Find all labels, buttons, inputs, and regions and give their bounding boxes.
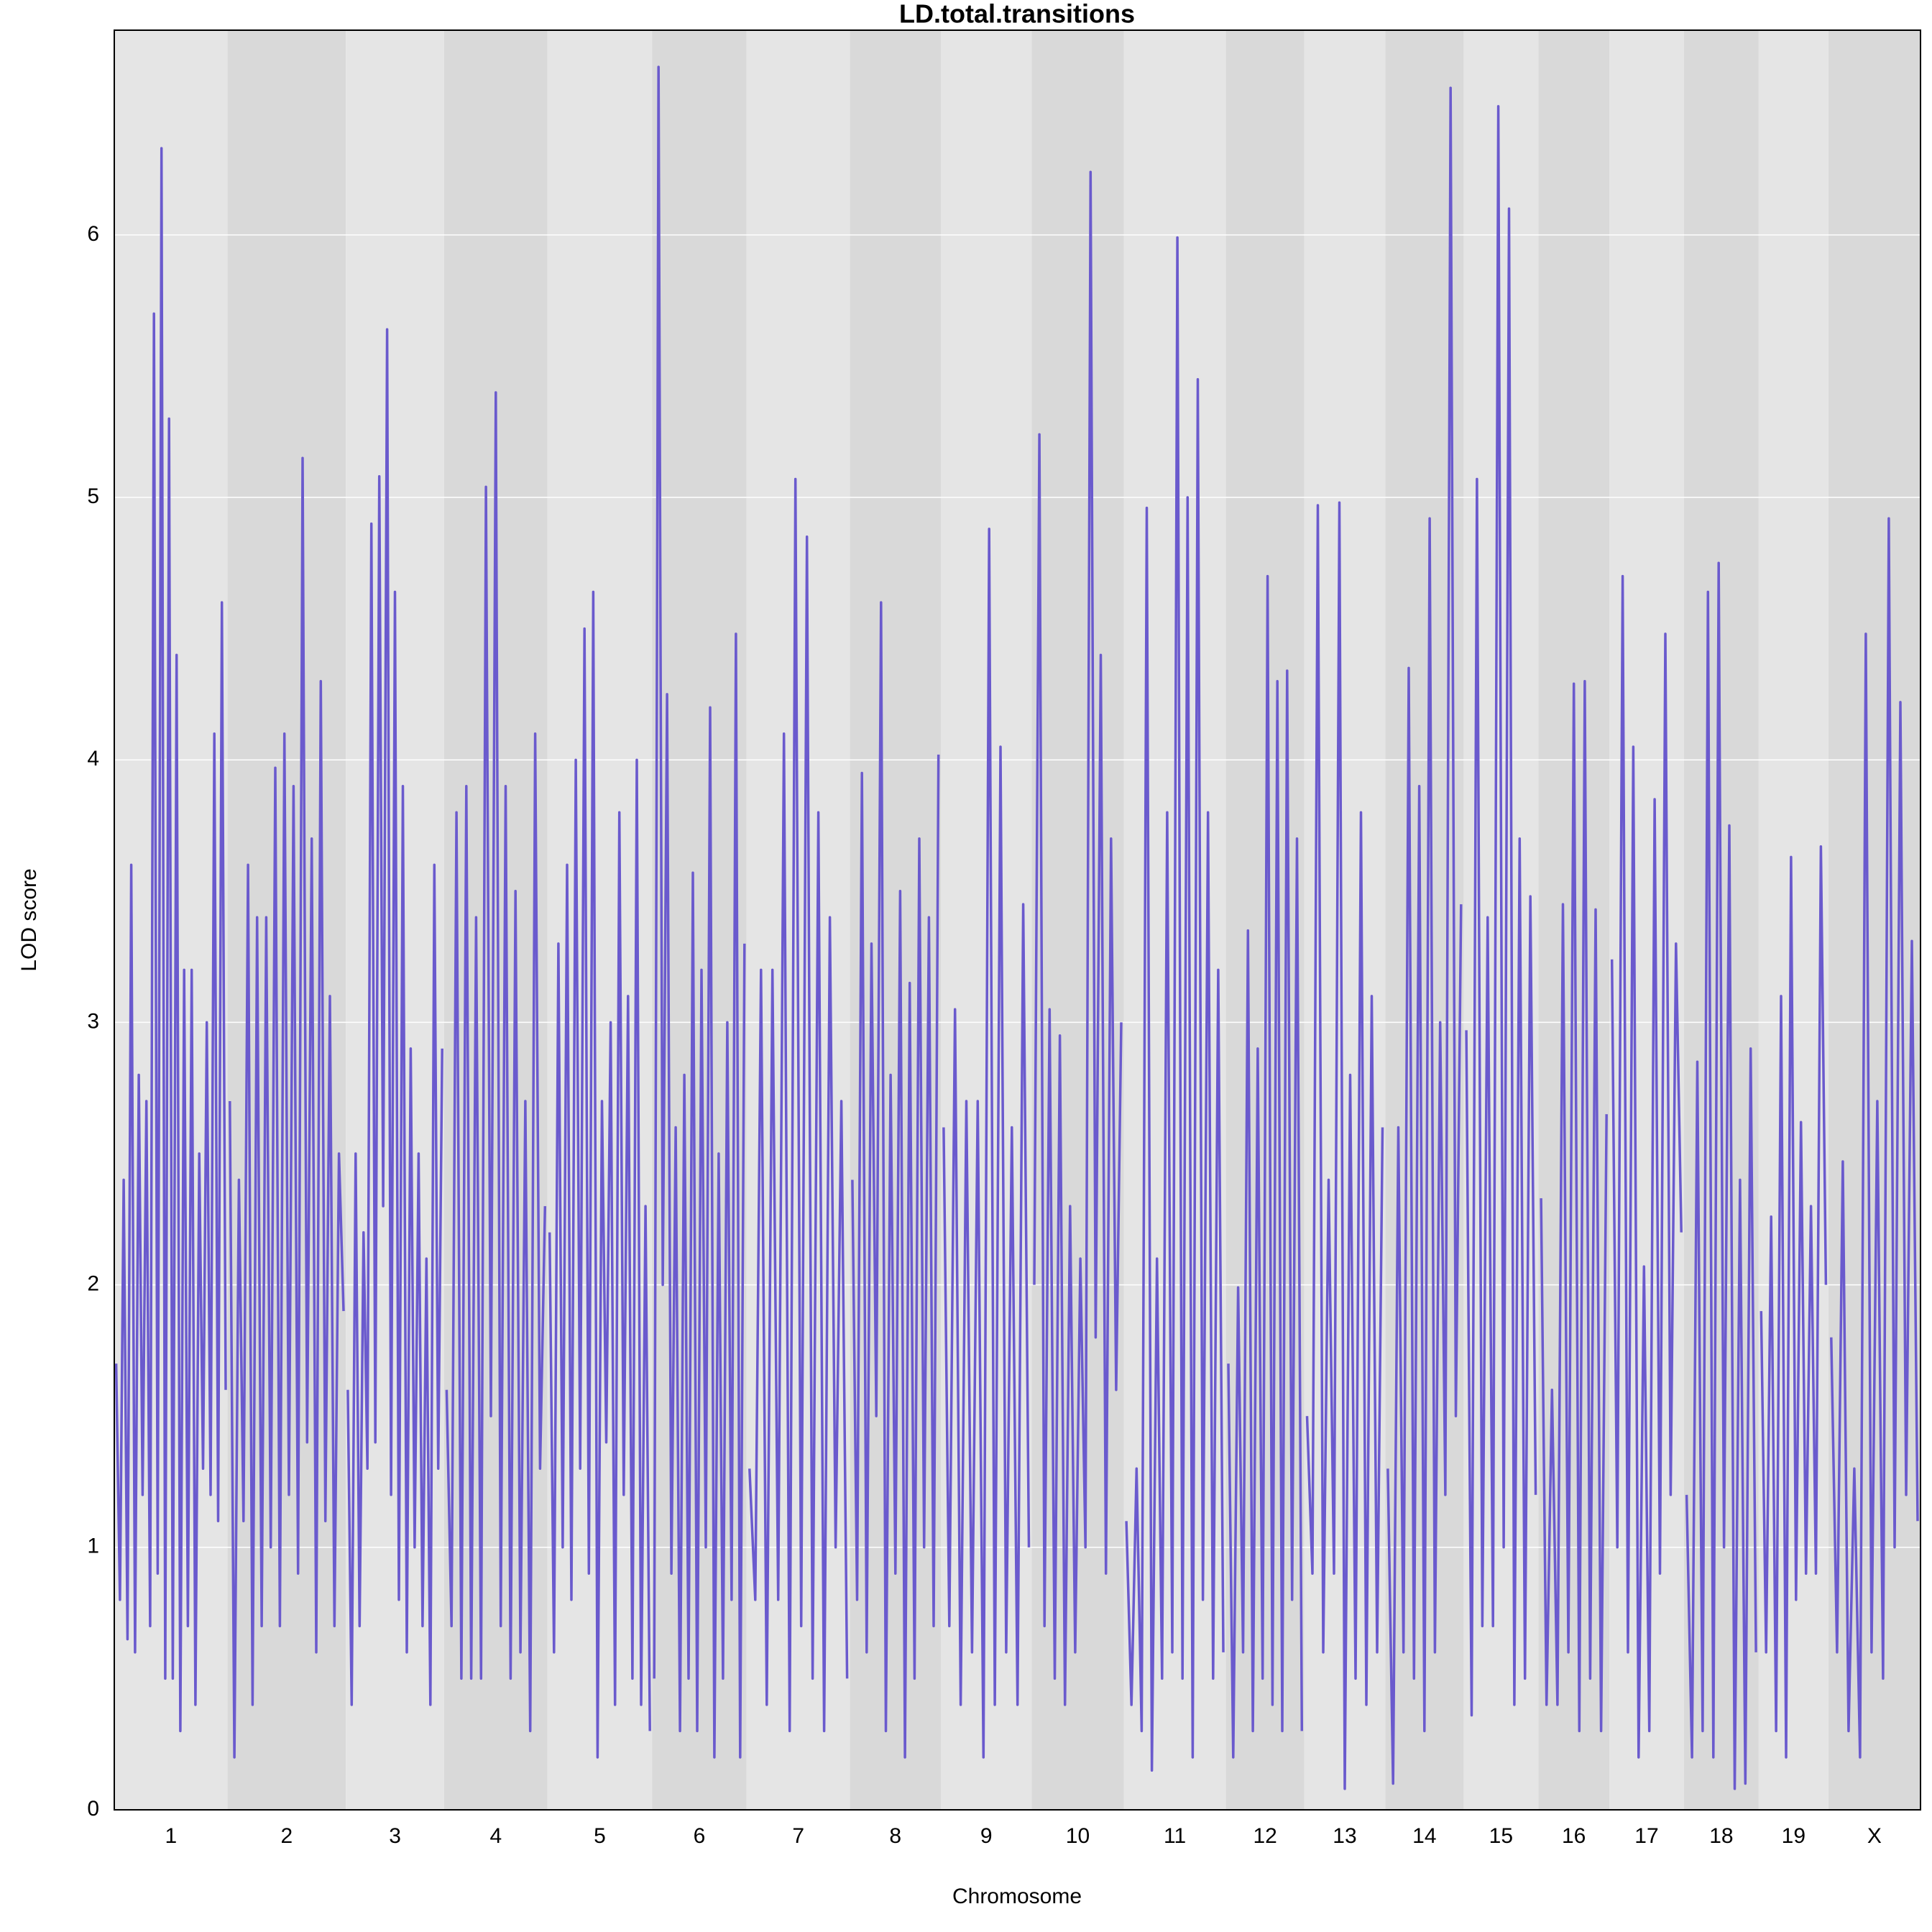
lod-line — [548, 590, 651, 1759]
lod-line — [942, 528, 1031, 1759]
x-tick-label: 10 — [1066, 1824, 1090, 1848]
chart-title: LD.total.transitions — [899, 0, 1135, 29]
lod-line — [229, 456, 345, 1759]
x-tick-label: 17 — [1634, 1824, 1658, 1848]
x-tick-label: 1 — [165, 1824, 177, 1848]
lod-line — [1760, 845, 1828, 1759]
x-tick-label: 12 — [1253, 1824, 1276, 1848]
y-tick-label: 3 — [87, 1009, 99, 1033]
x-tick-label: 9 — [980, 1824, 993, 1848]
lod-line — [1685, 561, 1757, 1790]
x-tick-label: 16 — [1562, 1824, 1586, 1848]
x-tick-label: 2 — [281, 1824, 293, 1848]
lod-line — [1386, 86, 1463, 1785]
x-tick-label: 11 — [1164, 1824, 1186, 1848]
lod-line — [653, 65, 746, 1759]
x-tick-label: 18 — [1709, 1824, 1733, 1848]
plot-frame — [114, 29, 1921, 1811]
lod-line — [851, 601, 940, 1759]
lod-line — [1610, 574, 1683, 1759]
lod-line — [114, 147, 227, 1733]
lod-line — [1227, 574, 1304, 1759]
x-tick-label: 5 — [594, 1824, 606, 1848]
y-axis-label: LOD score — [17, 868, 41, 971]
y-tick-label: 5 — [87, 484, 99, 508]
y-tick-label: 2 — [87, 1272, 99, 1296]
x-axis-label: Chromosome — [952, 1885, 1082, 1908]
lod-line — [748, 477, 849, 1733]
y-tick-label: 0 — [87, 1797, 99, 1821]
y-tick-label: 6 — [87, 222, 99, 246]
x-tick-label: 7 — [792, 1824, 804, 1848]
x-tick-label: 15 — [1489, 1824, 1513, 1848]
lod-line — [1465, 105, 1537, 1717]
lines — [114, 65, 1919, 1790]
x-tick-label: 3 — [389, 1824, 401, 1848]
x-tick-label: 14 — [1412, 1824, 1436, 1848]
lod-line — [1830, 517, 1919, 1759]
labels: LD.total.transitions Chromosome LOD scor… — [17, 0, 1882, 1908]
y-tick-label: 4 — [87, 747, 99, 770]
x-tick-label: X — [1867, 1824, 1882, 1848]
lod-line — [1540, 679, 1608, 1733]
y-tick-label: 1 — [87, 1535, 99, 1558]
x-tick-label: 13 — [1333, 1824, 1356, 1848]
x-tick-label: 6 — [694, 1824, 706, 1848]
chromosome-band — [1758, 30, 1828, 1810]
lod-line — [1125, 236, 1225, 1772]
x-tick-label: 8 — [889, 1824, 901, 1848]
lod-line — [1033, 170, 1123, 1706]
lod-line — [445, 391, 547, 1733]
lod-line — [346, 328, 443, 1706]
x-tick-label: 4 — [489, 1824, 502, 1848]
lod-line — [1305, 501, 1384, 1790]
x-tick-label: 19 — [1782, 1824, 1806, 1848]
chromosome-band — [1828, 30, 1920, 1810]
